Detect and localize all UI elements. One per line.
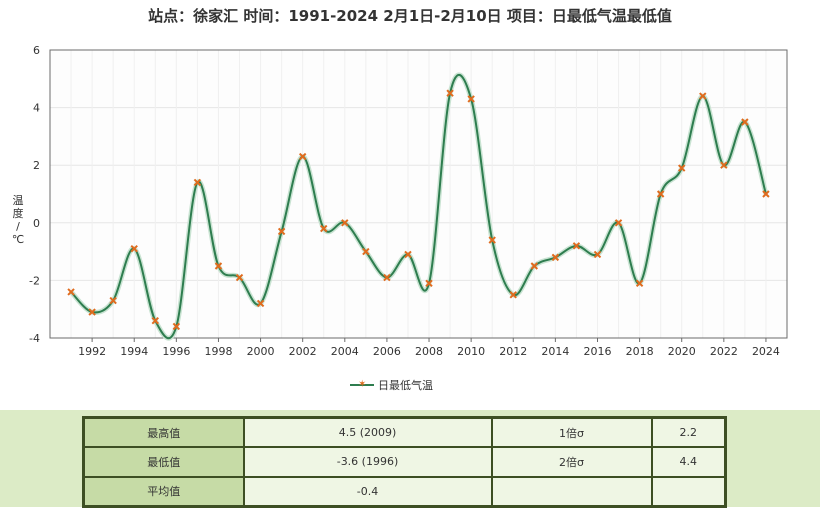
stat-value-min: -3.6 (1996) — [242, 446, 493, 478]
x-tick-label: 2002 — [289, 345, 317, 358]
data-point[interactable] — [362, 247, 370, 256]
y-tick-label: 4 — [33, 102, 40, 115]
data-point[interactable] — [635, 279, 644, 287]
data-point[interactable] — [572, 242, 581, 250]
x-tick-label: 2000 — [247, 345, 275, 358]
y-tick-label: -4 — [29, 332, 40, 345]
legend-swatch: ✶ — [350, 379, 374, 391]
y-axis-label: 温 度 / ℃ — [8, 194, 28, 246]
x-axis: 1992 1994 1996 1998 2000 2002 2004 2006 2008 2010… — [78, 338, 780, 358]
table-row: 最低值 -3.6 (1996) 2倍σ 4.4 — [82, 446, 727, 478]
data-point[interactable] — [172, 322, 181, 331]
stat-value-mean: -0.4 — [242, 475, 493, 508]
data-point[interactable] — [277, 227, 286, 236]
y-tick-label: 6 — [33, 44, 40, 57]
data-point[interactable] — [109, 296, 117, 305]
data-point[interactable] — [741, 118, 749, 126]
x-tick-label: 2018 — [626, 345, 654, 358]
data-point[interactable] — [509, 291, 517, 299]
y-axis-label-char: 温 — [12, 194, 24, 207]
y-axis-label-char: / — [16, 220, 20, 233]
x-tick-label: 1998 — [204, 345, 232, 358]
y-tick-label: 2 — [33, 159, 40, 172]
legend[interactable]: ✶ 日最低气温 — [350, 377, 433, 393]
data-point[interactable] — [593, 250, 602, 259]
data-point[interactable] — [530, 262, 539, 270]
stat-label-min: 最低值 — [82, 446, 245, 478]
stat-value-sigma1: 2.2 — [650, 416, 727, 449]
data-point[interactable] — [699, 92, 707, 100]
x-tick-label: 2010 — [457, 345, 485, 358]
data-point[interactable] — [88, 308, 96, 316]
data-point[interactable] — [214, 262, 223, 270]
x-tick-label: 2014 — [541, 345, 569, 358]
data-point[interactable] — [446, 89, 454, 97]
data-point[interactable] — [720, 161, 728, 169]
stat-value-sigma2: 4.4 — [650, 446, 727, 478]
line-chart: -4 -2 0 2 4 6 1992 1994 1996 1998 2000 2002 2004 200… — [29, 44, 788, 358]
stat-label-mean: 平均值 — [82, 475, 245, 508]
x-tick-label: 2008 — [415, 345, 443, 358]
x-tick-label: 2006 — [373, 345, 401, 358]
data-point[interactable] — [551, 253, 560, 262]
stat-label-max: 最高值 — [82, 416, 245, 449]
data-point[interactable] — [656, 190, 665, 198]
table-row: 最高值 4.5 (2009) 1倍σ 2.2 — [82, 416, 727, 449]
x-tick-label: 2012 — [499, 345, 527, 358]
data-point[interactable] — [320, 224, 328, 233]
plot-background — [50, 50, 787, 338]
chart-title: 站点：徐家汇 时间：1991-2024 2月1日-2月10日 项目：日最低气温最… — [148, 7, 672, 25]
data-point[interactable] — [341, 219, 349, 227]
plot-area — [49, 49, 788, 339]
legend-line — [350, 384, 374, 386]
data-point[interactable] — [488, 236, 496, 244]
data-point[interactable] — [193, 178, 202, 187]
data-point[interactable] — [678, 164, 686, 172]
data-point[interactable] — [383, 273, 391, 282]
data-point[interactable] — [404, 250, 412, 259]
y-tick-label: 0 — [33, 217, 40, 230]
stat-label-sigma1: 1倍σ — [490, 416, 653, 449]
data-point[interactable] — [762, 190, 770, 198]
stat-label-sigma2: 2倍σ — [490, 446, 653, 478]
x-tick-label: 2020 — [668, 345, 696, 358]
x-tick-label: 1996 — [162, 345, 190, 358]
y-axis-label-char: ℃ — [11, 233, 25, 246]
data-point[interactable] — [130, 245, 138, 253]
table-row: 平均值 -0.4 — [82, 475, 727, 508]
y-axis: -4 -2 0 2 4 6 — [29, 44, 40, 345]
x-tick-label: 2016 — [583, 345, 611, 358]
series-layer — [67, 72, 770, 341]
data-point[interactable] — [67, 288, 75, 296]
stat-empty-cell — [650, 475, 727, 508]
stats-panel: 最高值 4.5 (2009) 1倍σ 2.2 最低值 -3.6 (1996) 2… — [0, 410, 820, 508]
grid — [50, 49, 787, 339]
x-tick-label: 2024 — [752, 345, 780, 358]
legend-marker-icon: ✶ — [358, 379, 367, 390]
data-point[interactable] — [235, 273, 244, 282]
data-point[interactable] — [256, 299, 265, 308]
legend-label: 日最低气温 — [378, 379, 433, 392]
y-tick-label: -2 — [29, 274, 40, 287]
data-point[interactable] — [425, 279, 433, 287]
stat-empty-cell — [490, 475, 653, 508]
stat-value-max: 4.5 (2009) — [242, 416, 493, 449]
data-point[interactable] — [151, 317, 159, 325]
data-point[interactable] — [614, 219, 623, 227]
x-tick-label: 2022 — [710, 345, 738, 358]
x-tick-label: 2004 — [331, 345, 359, 358]
data-point[interactable] — [467, 95, 475, 103]
x-tick-label: 1992 — [78, 345, 106, 358]
stats-table: 最高值 4.5 (2009) 1倍σ 2.2 最低值 -3.6 (1996) 2… — [82, 416, 727, 508]
y-axis-label-char: 度 — [12, 207, 24, 220]
data-point[interactable] — [298, 152, 307, 161]
series-line — [70, 73, 767, 340]
x-tick-label: 1994 — [120, 345, 148, 358]
